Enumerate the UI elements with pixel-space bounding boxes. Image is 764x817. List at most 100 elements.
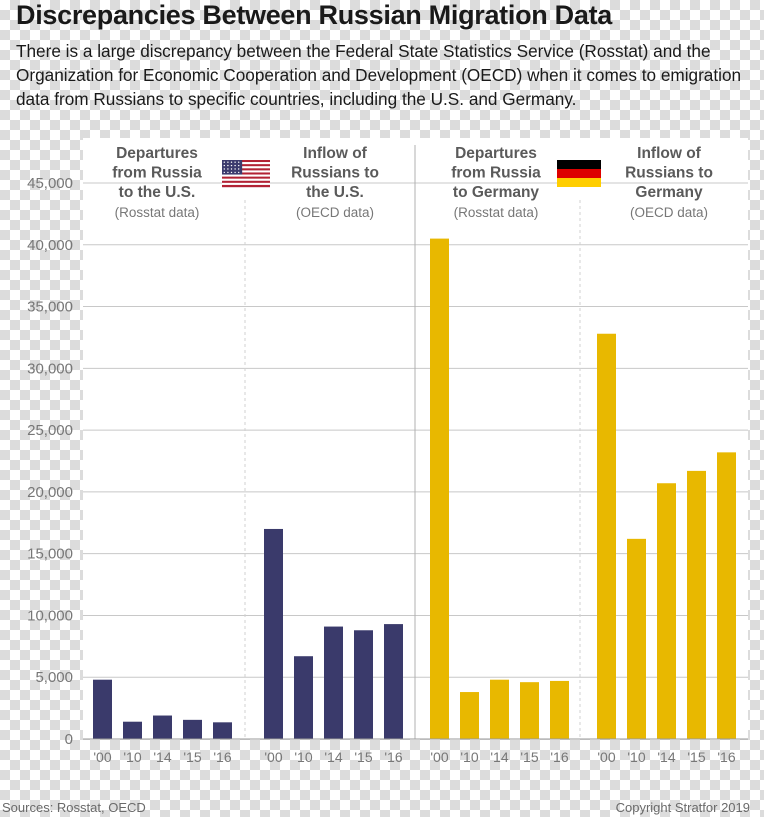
us-flag-star (227, 161, 229, 163)
us-flag-star (230, 164, 233, 167)
bar (264, 528, 283, 739)
bar (657, 483, 676, 739)
germany-flag-icon (557, 160, 601, 169)
x-tick-label: '16 (550, 749, 568, 765)
us-flag-star (230, 161, 233, 163)
panel-source-label: (OECD data) (630, 205, 708, 220)
panel-title-line: Departures (455, 145, 537, 162)
x-tick-label: '15 (687, 749, 705, 765)
us-flag-star (223, 161, 225, 163)
bar (93, 679, 112, 739)
x-tick-label: '15 (183, 749, 201, 765)
panel-title-line: Inflow of (303, 145, 368, 162)
us-flag-star (234, 164, 236, 167)
y-tick-label: 40,000 (27, 237, 73, 254)
us-flag-stripe (222, 180, 270, 184)
us-flag-star (223, 171, 225, 174)
us-flag-stripe (222, 166, 270, 169)
y-tick-label: 25,000 (27, 422, 73, 439)
panel-title-line: Russians to (625, 165, 713, 182)
panel-title-line: the U.S. (306, 184, 364, 201)
bar (627, 538, 646, 739)
us-flag-star (227, 168, 229, 170)
page-subtitle: There is a large discrepancy between the… (16, 41, 742, 109)
y-tick-label: 10,000 (27, 607, 73, 624)
x-tick-label: '10 (460, 749, 478, 765)
x-tick-label: '00 (430, 749, 448, 765)
panel-title-line: from Russia (112, 165, 202, 182)
panel-source-label: (Rosstat data) (454, 205, 539, 220)
bar (294, 656, 313, 739)
source-note: Sources: Rosstat, OECD (2, 800, 146, 815)
x-tick-label: '15 (354, 749, 372, 765)
us-flag-stripe (222, 162, 270, 165)
x-tick-label: '14 (657, 749, 675, 765)
x-tick-label: '10 (627, 749, 645, 765)
panel-title-line: Inflow of (637, 145, 702, 162)
us-flag-stripe (222, 170, 270, 173)
us-flag-star (227, 171, 229, 174)
bar (324, 626, 343, 739)
panel-source-label: (Rosstat data) (115, 205, 200, 220)
copyright-note: Copyright Stratfor 2019 (615, 800, 750, 815)
x-tick-label: '16 (384, 749, 402, 765)
bar (213, 722, 232, 739)
us-flag-stripe (222, 176, 270, 179)
bar (597, 333, 616, 739)
x-tick-label: '00 (597, 749, 615, 765)
us-flag-stripe (222, 168, 270, 171)
germany-flag-gold-band (557, 178, 601, 187)
panel-title-line: from Russia (451, 165, 541, 182)
us-flag-star (227, 164, 229, 167)
us-flag-stripe (222, 164, 270, 167)
x-tick-label: '16 (717, 749, 735, 765)
panel-title-line: to the U.S. (119, 184, 196, 201)
bar (550, 680, 569, 739)
us-flag-stripe (222, 172, 270, 175)
us-flag-stripe (222, 160, 270, 163)
y-tick-label: 20,000 (27, 484, 73, 501)
x-tick-label: '10 (294, 749, 312, 765)
us-flag-star (234, 171, 236, 174)
panel-title-line: to Germany (453, 184, 540, 201)
x-tick-label: '14 (153, 749, 171, 765)
us-flag-star (223, 168, 225, 170)
x-tick-label: '00 (93, 749, 111, 765)
us-flag-star (230, 171, 233, 174)
y-tick-label: 30,000 (27, 360, 73, 377)
bar (354, 630, 373, 739)
x-tick-label: '00 (264, 749, 282, 765)
bar (717, 452, 736, 739)
us-flag-stripe (222, 182, 270, 186)
bar (384, 624, 403, 739)
bar (183, 719, 202, 739)
us-flag-star (230, 168, 233, 170)
us-flag-stripe (222, 184, 270, 188)
panel-title-line: Germany (635, 184, 703, 201)
bar (430, 238, 449, 739)
bar (460, 692, 479, 739)
us-flag-star (223, 164, 225, 167)
bar (520, 682, 539, 739)
x-tick-label: '14 (324, 749, 342, 765)
panel-source-label: (OECD data) (296, 205, 374, 220)
bar (123, 721, 142, 739)
us-flag-star (234, 168, 236, 170)
germany-flag-red-band (557, 169, 601, 178)
bar (490, 679, 509, 739)
y-tick-label: 0 (65, 731, 73, 748)
bar (153, 715, 172, 739)
y-tick-label: 35,000 (27, 299, 73, 316)
panel-title-line: Departures (116, 145, 198, 162)
x-tick-label: '16 (213, 749, 231, 765)
panel-title-line: Russians to (291, 165, 379, 182)
us-flag-star (238, 161, 240, 163)
y-tick-label: 45,000 (27, 175, 73, 192)
x-tick-label: '15 (520, 749, 538, 765)
x-tick-label: '10 (123, 749, 141, 765)
y-tick-label: 5,000 (35, 669, 73, 686)
us-flag-star (238, 168, 240, 170)
us-flag-icon (222, 160, 243, 175)
us-flag-star (238, 164, 240, 167)
